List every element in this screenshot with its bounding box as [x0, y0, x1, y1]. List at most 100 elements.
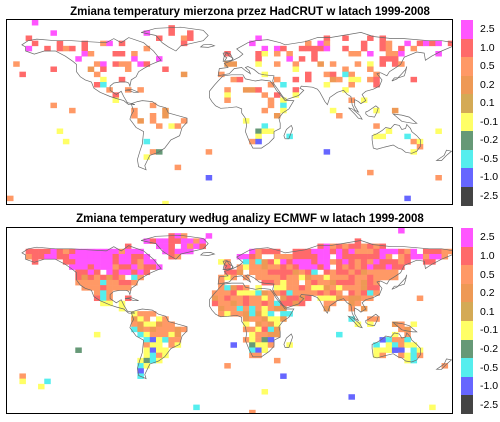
temperature-cell [131, 113, 138, 119]
temperature-cell [292, 61, 300, 67]
temperature-cell [267, 82, 275, 88]
temperature-cell [93, 248, 101, 255]
temperature-cell [410, 357, 418, 364]
temperature-cell [280, 316, 287, 322]
temperature-cell [50, 248, 57, 255]
temperature-cell [19, 378, 26, 385]
coastline [217, 32, 452, 113]
temperature-cell [118, 61, 126, 67]
legend-label: 1.0 [480, 249, 495, 262]
temperature-cell [156, 331, 163, 338]
temperature-cell [137, 368, 144, 374]
temperature-cell [224, 285, 231, 291]
temperature-cell [156, 123, 163, 129]
temperature-cell [367, 259, 374, 265]
legend-swatch [461, 283, 473, 303]
temperature-cell [311, 51, 318, 57]
temperature-cell [131, 264, 138, 270]
temperature-cell [87, 248, 95, 255]
temperature-cell [261, 269, 269, 276]
temperature-cell [398, 264, 405, 270]
temperature-cell [391, 61, 399, 67]
temperature-cell [62, 45, 70, 52]
legend-label: -0.1 [480, 115, 499, 128]
temperature-cell [267, 279, 275, 286]
temperature-cell [56, 248, 64, 255]
temperature-cell [162, 248, 169, 255]
temperature-cell [379, 253, 387, 260]
temperature-cell [373, 243, 380, 250]
temperature-cell [230, 311, 238, 317]
temperature-cell [379, 61, 387, 67]
temperature-cell [280, 373, 287, 379]
temperature-cell [311, 279, 318, 286]
map-hadcrut-canvas [7, 20, 452, 204]
legend-label: -0.5 [480, 152, 499, 165]
temperature-cell [149, 331, 157, 338]
legend-label: 0.1 [480, 305, 495, 318]
temperature-cell [87, 51, 95, 57]
temperature-cell [404, 326, 411, 333]
temperature-cell [398, 228, 405, 234]
temperature-cell [242, 285, 250, 291]
temperature-cell [404, 357, 411, 364]
temperature-cell [100, 264, 107, 270]
temperature-cell [305, 76, 312, 83]
temperature-cell [187, 30, 194, 36]
temperature-cell [292, 269, 300, 276]
temperature-cell [261, 295, 269, 302]
temperature-cell [31, 253, 39, 260]
legend-label: -0.2 [480, 342, 499, 355]
temperature-cell [44, 45, 51, 52]
temperature-cell [143, 138, 151, 145]
temperature-cell [100, 295, 107, 302]
temperature-cell [292, 264, 300, 270]
temperature-cell [429, 259, 436, 265]
temperature-cell [385, 128, 393, 134]
temperature-cell [143, 311, 151, 317]
temperature-cell [373, 274, 380, 281]
temperature-cell [255, 138, 262, 145]
coastline [391, 66, 408, 82]
legend-label: -0.2 [480, 134, 499, 147]
temperature-cell [391, 337, 399, 343]
temperature-cell [385, 56, 393, 62]
temperature-cell [261, 259, 269, 265]
temperature-cell [255, 316, 262, 322]
temperature-cell [385, 264, 393, 270]
temperature-cell [379, 337, 387, 343]
temperature-cells [7, 20, 452, 204]
temperature-cell [149, 118, 157, 124]
temperature-cell [249, 311, 256, 317]
temperature-cell [100, 300, 107, 307]
temperature-cell [81, 253, 89, 260]
temperature-cell [149, 347, 157, 353]
temperature-cell [292, 285, 300, 291]
temperature-cell [56, 253, 64, 260]
temperature-cell [106, 285, 113, 291]
temperature-cell [292, 76, 300, 83]
legend-swatch [461, 57, 473, 76]
temperature-cell [367, 279, 374, 286]
temperature-cell [404, 248, 411, 255]
temperature-cell [137, 363, 144, 369]
temperature-cell [38, 248, 45, 255]
temperature-cell [280, 253, 287, 260]
temperature-cell [404, 352, 411, 359]
temperature-cell [311, 285, 318, 291]
temperature-cell [149, 149, 157, 155]
temperature-cell [404, 253, 411, 260]
temperature-cell [329, 107, 337, 114]
temperature-cell [379, 352, 387, 359]
temperature-cell [143, 259, 151, 265]
temperature-cell [323, 290, 331, 296]
temperature-cell [373, 259, 380, 265]
temperature-cell [435, 40, 442, 47]
temperature-cell [348, 279, 355, 286]
temperature-cell [267, 274, 275, 281]
temperature-cell [267, 97, 275, 103]
temperature-cell [273, 290, 281, 296]
temperature-cell [354, 259, 362, 265]
temperature-cell [224, 92, 231, 98]
temperature-cell [391, 248, 399, 255]
